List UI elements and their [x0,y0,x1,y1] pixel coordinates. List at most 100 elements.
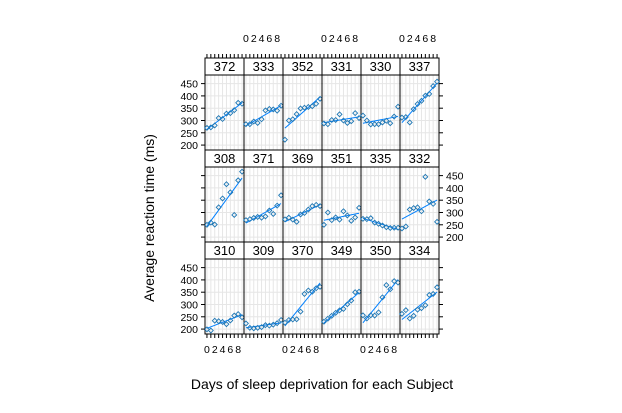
strip-label-331: 331 [331,59,353,74]
data-point [293,316,300,323]
x-tick-label: 8 [352,33,358,45]
data-point [352,110,359,117]
data-point [219,195,226,202]
strip-label-310: 310 [214,243,236,258]
data-point [258,324,265,331]
data-point [391,278,398,285]
data-point [203,326,210,333]
data-point [340,117,347,124]
data-point [367,312,374,319]
x-tick-label: 4 [259,33,265,45]
y-tick-label: 450 [446,171,464,183]
data-point [266,105,273,112]
data-point [281,319,288,326]
data-point [367,215,374,222]
data-point [258,116,265,123]
x-tick-label: 0 [282,344,288,356]
data-point [250,118,257,125]
data-point [274,107,281,114]
panel-333: 333 [242,57,285,151]
data-point [352,214,359,221]
data-point [211,122,218,129]
x-tick-label: 6 [383,344,389,356]
x-axis-label: Days of sleep deprivation for each Subje… [191,376,453,392]
data-point [379,294,386,301]
data-point [297,308,304,315]
data-point [274,202,281,209]
data-point [262,213,269,220]
data-point [289,216,296,223]
y-tick-label: 350 [446,195,464,207]
data-point [289,116,296,123]
data-point [375,309,382,316]
data-point [336,111,343,118]
panel-334: 334 [398,241,441,335]
data-point [262,322,269,329]
strip-label-332: 332 [409,151,431,166]
data-point [207,327,214,334]
data-point [422,92,429,99]
data-point [301,290,308,297]
data-point [430,290,437,297]
data-point [359,215,366,222]
data-point [242,121,249,128]
data-point [348,118,355,125]
data-point [293,111,300,118]
x-tick-label: 8 [313,344,319,356]
data-point [320,221,327,228]
data-point [383,117,390,124]
strip-label-372: 372 [214,59,236,74]
data-point [379,222,386,229]
data-point [207,124,214,131]
data-point [363,117,370,124]
data-point [398,310,405,317]
data-point [371,121,378,128]
data-point [402,223,409,230]
data-point [348,297,355,304]
x-tick-label: 6 [344,33,350,45]
strip-332 [399,149,440,168]
x-tick-label: 4 [376,344,382,356]
data-point [344,301,351,308]
y-tick-label: 250 [446,220,464,232]
data-point [391,113,398,120]
fit-line-334 [401,291,438,320]
x-tick-label: 0 [399,33,405,45]
y-tick-label: 350 [180,287,198,299]
panel-369: 369 [281,149,324,243]
data-point [207,219,214,226]
x-tick-label: 0 [243,33,249,45]
data-point [309,288,316,295]
data-point [348,217,355,224]
data-point [215,114,222,122]
data-point [328,217,335,224]
strip-334 [399,241,440,260]
panel-337: 337 [398,57,441,151]
strip-337 [399,57,440,76]
data-point [418,97,425,104]
y-tick-label: 200 [446,232,464,244]
panel-area [321,166,362,243]
x-tick-label: 6 [422,33,428,45]
data-point [301,209,308,217]
data-point [231,107,238,114]
data-point [254,119,261,126]
y-tick-label: 300 [446,207,464,219]
strip-label-371: 371 [253,151,275,166]
data-point [414,204,421,211]
data-point [223,181,230,188]
strip-label-349: 349 [331,243,353,258]
data-point [211,317,218,324]
data-point [332,309,339,316]
data-point [219,115,226,123]
data-point [344,119,351,126]
data-point [281,216,288,223]
data-point [371,312,378,319]
data-point [324,121,331,128]
data-point [266,207,273,214]
data-point [309,103,316,110]
x-tick-label: 2 [329,33,335,45]
data-point [332,214,339,221]
data-point [383,282,390,289]
panel-372: 372 [203,57,246,151]
